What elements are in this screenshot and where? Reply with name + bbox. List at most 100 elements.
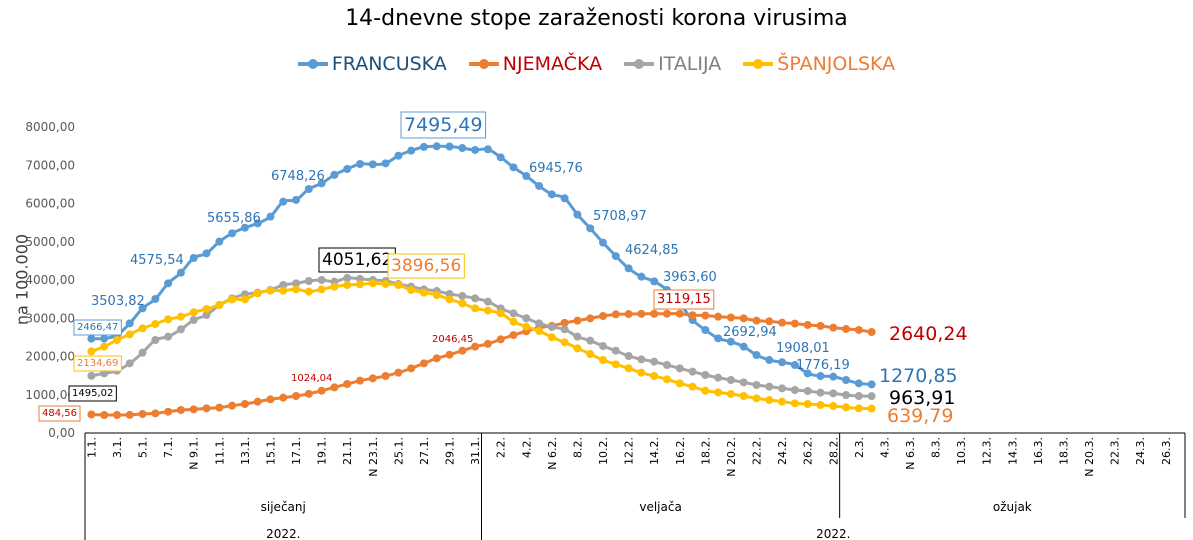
- data-point: [842, 324, 851, 333]
- x-tick-label: 12.2.: [623, 437, 636, 465]
- legend: FRANCUSKA NJEMAČKA ITALIJA ŠPANJOLSKA: [0, 53, 1193, 75]
- data-point: [560, 194, 569, 203]
- data-point: [304, 287, 313, 296]
- data-label: 6945,76: [529, 161, 583, 176]
- series-line-0: [91, 144, 872, 386]
- data-point: [445, 350, 454, 359]
- x-tick-label: 26.3.: [1160, 437, 1173, 465]
- data-label: 4051,62: [322, 250, 392, 270]
- data-point: [522, 171, 531, 180]
- data-point: [100, 342, 109, 351]
- legend-marker-icon: [743, 59, 774, 69]
- data-point: [573, 344, 582, 353]
- data-point: [292, 392, 301, 401]
- legend-marker-icon: [468, 59, 499, 69]
- data-point: [87, 410, 96, 419]
- data-point: [726, 390, 735, 399]
- chart-title: 14-dnevne stope zaraženosti korona virus…: [345, 6, 848, 31]
- data-point: [471, 304, 480, 313]
- data-point: [445, 295, 454, 304]
- data-point: [394, 368, 403, 377]
- x-tick-label: N 23.1.: [367, 437, 380, 477]
- month-label: veljača: [639, 500, 681, 514]
- data-point: [471, 294, 480, 303]
- data-point: [458, 299, 467, 308]
- data-label: 2046,45: [432, 334, 473, 345]
- data-point: [87, 347, 96, 356]
- data-point: [662, 360, 671, 369]
- data-point: [739, 378, 748, 387]
- data-point: [266, 395, 275, 404]
- data-point: [803, 387, 812, 396]
- data-point: [343, 281, 352, 290]
- data-point: [125, 330, 134, 339]
- data-label: 1270,85: [879, 365, 958, 387]
- data-point: [560, 338, 569, 347]
- data-point: [701, 325, 710, 334]
- data-point: [675, 309, 684, 318]
- data-label: 6748,26: [271, 169, 325, 184]
- x-tick-label: 5.1.: [137, 437, 150, 458]
- data-point: [458, 291, 467, 300]
- data-label-box: [318, 247, 396, 273]
- data-point: [100, 334, 109, 343]
- data-point: [330, 383, 339, 392]
- data-point: [176, 268, 185, 277]
- legend-item-njemacka: NJEMAČKA: [468, 53, 602, 75]
- month-label: ožujak: [993, 500, 1032, 514]
- data-point: [164, 279, 173, 288]
- data-point: [637, 355, 646, 364]
- data-point: [816, 388, 825, 397]
- data-point: [176, 312, 185, 321]
- data-point: [407, 146, 416, 155]
- data-point: [87, 334, 96, 343]
- year-label: 2022.: [816, 527, 850, 540]
- data-label: 5655,86: [207, 211, 261, 226]
- data-point: [151, 319, 160, 328]
- data-point: [304, 276, 313, 285]
- data-label: 7495,49: [404, 114, 483, 136]
- y-tick-label: 5000,00: [25, 235, 75, 249]
- data-point: [522, 314, 531, 323]
- data-point: [829, 389, 838, 398]
- data-label: 1495,02: [72, 388, 113, 399]
- y-tick-label: 3000,00: [25, 311, 75, 325]
- data-point: [778, 318, 787, 327]
- data-point: [343, 274, 352, 283]
- data-point: [509, 163, 518, 172]
- data-point: [317, 276, 326, 284]
- x-tick-label: N 6.2.: [546, 437, 559, 470]
- data-point: [419, 288, 428, 297]
- data-point: [854, 392, 863, 401]
- x-tick-label: N 20.2.: [725, 437, 738, 477]
- x-tick-label: 8.3.: [930, 437, 943, 458]
- data-point: [138, 304, 147, 313]
- legend-item-italija: ITALIJA: [624, 53, 721, 75]
- data-point: [164, 315, 173, 324]
- legend-label: ITALIJA: [658, 53, 722, 75]
- data-point: [202, 304, 211, 313]
- data-point: [803, 400, 812, 409]
- data-point: [279, 281, 288, 290]
- data-point: [240, 223, 249, 232]
- data-point: [637, 272, 646, 281]
- data-label-box: [653, 289, 715, 310]
- data-point: [509, 317, 518, 326]
- data-point: [586, 224, 595, 233]
- data-point: [458, 144, 467, 153]
- data-point: [701, 386, 710, 395]
- data-point: [739, 342, 748, 351]
- x-tick-label: 25.1.: [392, 437, 405, 465]
- data-point: [317, 386, 326, 395]
- data-point: [164, 332, 173, 341]
- data-label-box: [68, 385, 117, 402]
- data-point: [624, 364, 633, 373]
- data-point: [471, 145, 480, 154]
- data-point: [189, 405, 198, 414]
- data-point: [739, 314, 748, 323]
- data-point: [202, 310, 211, 319]
- data-point: [547, 190, 556, 199]
- data-point: [675, 379, 684, 388]
- data-point: [586, 314, 595, 323]
- data-point: [790, 386, 799, 395]
